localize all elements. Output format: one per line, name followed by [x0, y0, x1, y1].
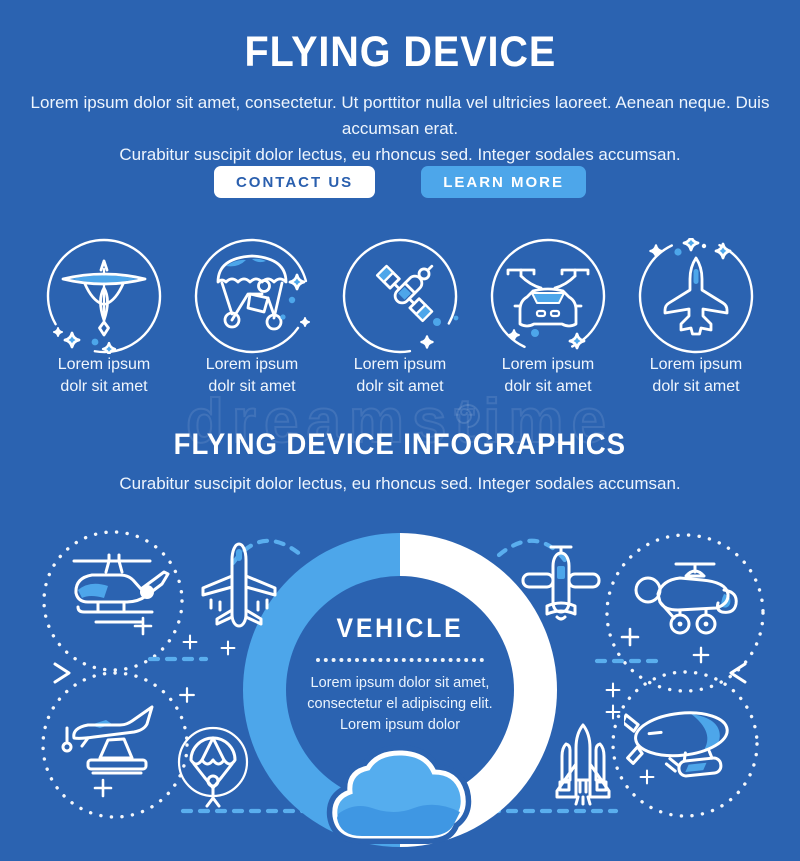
chevron-left-icon [729, 662, 747, 684]
feature-satellite: Lorem ipsum dolr sit amet [326, 238, 474, 398]
prop-plane-icon [521, 545, 601, 621]
satellite-icon [342, 238, 459, 354]
parachutist-icon [177, 726, 249, 808]
feature-glider: Lorem ipsum dolr sit amet [30, 238, 178, 398]
feature-label: Lorem ipsum dolr sit amet [649, 356, 743, 395]
watermark-spiral-icon [455, 404, 480, 428]
feature-label: Lorem ipsum dolr sit amet [57, 356, 151, 395]
intro-line-2: Curabitur suscipit dolor lectus, eu rhon… [119, 145, 681, 164]
infographic-heading: FLYING DEVICE INFOGRAPHICS [173, 428, 627, 461]
learn-more-button[interactable]: LEARN MORE [421, 166, 587, 198]
space-shuttle-icon [555, 723, 611, 806]
helicopter-icon [72, 553, 170, 624]
flying-car-icon [490, 238, 606, 354]
feature-label: Lorem ipsum dolr sit amet [205, 356, 299, 395]
infographic-subheading: Curabitur suscipit dolor lectus, eu rhon… [119, 474, 681, 493]
blimp-icon [624, 711, 729, 778]
feature-paramotor: Lorem ipsum dolr sit amet [178, 238, 326, 398]
glider-icon [46, 238, 162, 354]
feature-row: Lorem ipsum dolr sit amet [30, 238, 770, 398]
feature-jet-fighter: Lorem ipsum dolr sit amet [622, 238, 770, 398]
intro-line-1: Lorem ipsum dolor sit amet, consectetur.… [30, 93, 770, 138]
dotted-divider [316, 658, 484, 662]
airliner-icon [201, 542, 277, 628]
button-row: CONTACT US LEARN MORE [0, 166, 800, 198]
feature-flying-car: Lorem ipsum dolr sit amet [474, 238, 622, 398]
donut-title: VEHICLE [336, 613, 464, 643]
page-title: FLYING DEVICE [244, 28, 556, 76]
intro-text: Lorem ipsum dolor sit amet, consectetur.… [0, 90, 800, 168]
donut-text: Lorem ipsum dolor sit amet, consectetur … [307, 675, 493, 733]
feature-label: Lorem ipsum dolr sit amet [501, 356, 595, 395]
feature-label: Lorem ipsum dolr sit amet [353, 356, 447, 395]
seaplane-monument-icon [61, 705, 154, 775]
chevron-right-icon [53, 662, 71, 684]
cloud-icon [326, 744, 472, 844]
jet-fighter-icon [638, 238, 754, 354]
paramotor-trike-icon [194, 238, 311, 354]
gyrocopter-icon [634, 562, 738, 635]
contact-us-button[interactable]: CONTACT US [213, 166, 376, 198]
